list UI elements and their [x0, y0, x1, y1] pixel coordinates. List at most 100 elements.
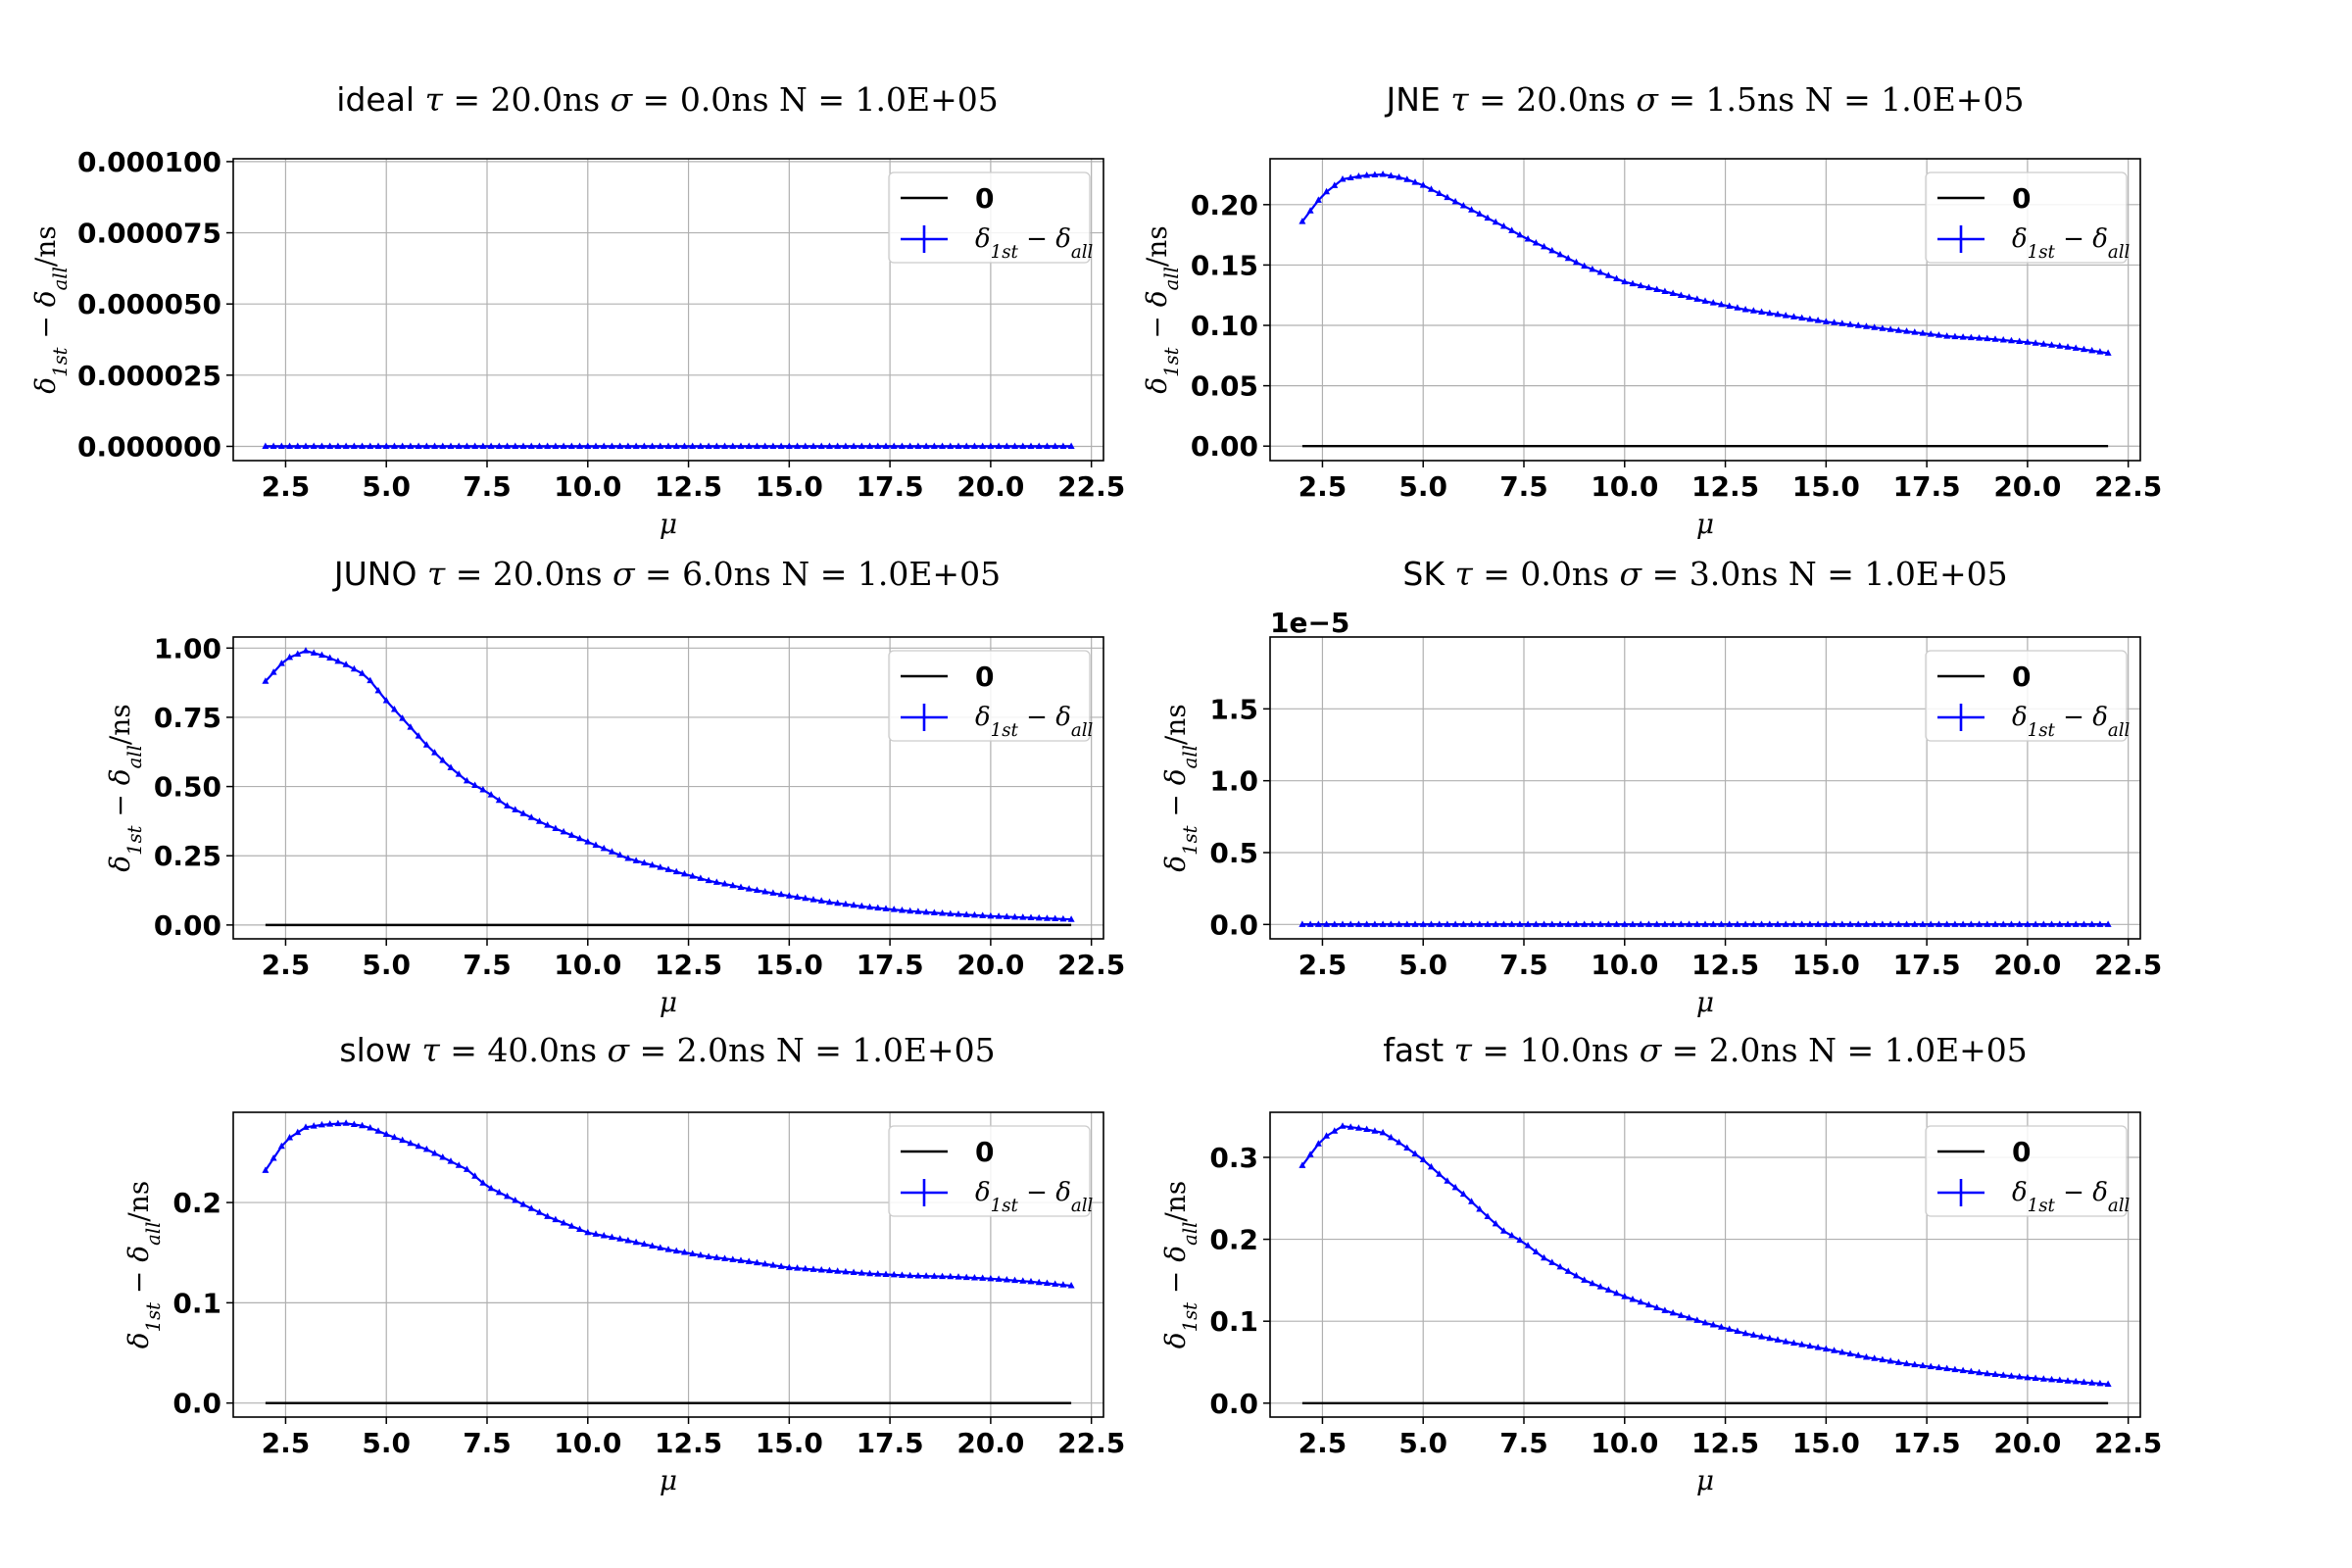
ylabel-unit-ns: ns [1159, 1181, 1192, 1212]
data-point-marker [270, 668, 277, 675]
data-point-marker [1444, 1177, 1451, 1184]
data-point-marker [350, 442, 358, 449]
data-point-marker [939, 442, 947, 449]
data-point-marker [1043, 1279, 1051, 1287]
subplot-sk: SK τ = 0.0ns σ = 3.0ns N = 1.0E+052.5 5.0… [1159, 555, 2162, 1018]
data-point-marker [2024, 1373, 2032, 1381]
data-point-marker [1862, 1352, 1870, 1360]
title-value: = 40.0 [440, 1031, 560, 1069]
legend-zero-label: 0 [2012, 1136, 2031, 1168]
data-point-marker [979, 442, 987, 449]
data-point-marker [898, 442, 906, 449]
title-n: N = 1.0E+05 [1788, 555, 2008, 593]
data-point-marker [1871, 1354, 1879, 1361]
data-point-marker [1709, 920, 1717, 927]
data-point-marker [608, 442, 615, 449]
data-point-marker [527, 442, 535, 449]
data-point-marker [1637, 920, 1644, 927]
data-point-marker [576, 1225, 584, 1232]
data-point-marker [2039, 340, 2047, 347]
data-point-marker [906, 906, 914, 914]
data-point-marker [1589, 1279, 1596, 1287]
data-point-marker [1943, 1364, 1951, 1372]
data-point-marker [576, 442, 584, 449]
title-unit: ns [1572, 555, 1620, 593]
x-axis-label: μ [660, 1464, 677, 1496]
data-point-marker [1581, 920, 1589, 927]
data-point-marker [697, 874, 705, 881]
legend-delta2: δ [1055, 224, 1071, 254]
ylabel-slash: / [29, 257, 62, 267]
data-point-marker [1484, 214, 1492, 221]
data-point-marker [1596, 1283, 1604, 1290]
ylabel-delta: δ [29, 377, 62, 394]
data-point-marker [1347, 920, 1354, 927]
y-tick-label: 0.15 [1191, 249, 1258, 281]
title-symbol: σ [611, 80, 634, 119]
y-tick-label: 0.25 [154, 840, 221, 872]
x-tick-label: 15.0 [756, 470, 823, 503]
y-tick-label: 1.00 [154, 632, 221, 664]
data-point-marker [1323, 920, 1331, 927]
data-point-marker [1581, 262, 1589, 270]
x-tick-label: 7.5 [1499, 949, 1548, 981]
x-tick-label: 17.5 [1893, 949, 1961, 981]
x-tick-label: 15.0 [1792, 1427, 1860, 1459]
data-point-marker [737, 1256, 745, 1263]
data-point-marker [2048, 341, 2056, 348]
data-point-marker [463, 1165, 470, 1172]
data-point-marker [2024, 920, 2032, 927]
data-point-marker [729, 1255, 737, 1262]
data-point-marker [1758, 308, 1766, 315]
data-point-marker [1967, 1367, 1975, 1375]
data-point-marker [1052, 1280, 1059, 1287]
data-point-marker [2048, 1375, 2056, 1383]
data-point-marker [1508, 1231, 1516, 1239]
data-point-marker [527, 813, 535, 820]
data-point-marker [584, 838, 592, 845]
data-point-marker [1653, 1303, 1661, 1310]
data-point-marker [1661, 1306, 1669, 1313]
x-tick-label: 20.0 [956, 949, 1024, 981]
data-point-marker [439, 757, 447, 763]
data-point-marker [624, 1236, 632, 1244]
ylabel-sub-all: all [123, 745, 146, 768]
data-point-marker [1363, 1125, 1371, 1133]
data-point-marker [1548, 246, 1556, 254]
y-axis-label: δ1st − δall/ns [1159, 1181, 1201, 1348]
legend-zero-label: 0 [2012, 182, 2031, 215]
y-axis-label: δ1st − δall/ns [29, 225, 72, 393]
subplot-title: JNE τ = 20.0ns σ = 1.5ns N = 1.0E+05 [1385, 80, 2025, 119]
data-point-marker [1451, 1183, 1459, 1191]
data-point-marker [737, 883, 745, 890]
legend-delta-label: δ1st − δall [975, 224, 1094, 263]
data-point-marker [1339, 174, 1347, 182]
data-point-marker [1451, 920, 1459, 927]
x-tick-label: 7.5 [463, 949, 512, 981]
data-point-marker [2048, 920, 2056, 927]
data-point-marker [1686, 1313, 1693, 1321]
data-point-marker [390, 442, 398, 449]
data-point-marker [262, 1166, 270, 1173]
x-tick-label: 20.0 [1993, 470, 2061, 503]
data-point-marker [1951, 1365, 1959, 1373]
data-point-marker [987, 442, 995, 449]
title-value: = 2.0 [1661, 1031, 1760, 1069]
data-point-marker [1686, 920, 1693, 927]
data-point-marker [1976, 920, 1984, 927]
data-point-marker [1637, 281, 1644, 289]
y-tick-label: 0.000025 [77, 360, 221, 392]
data-point-marker [1846, 320, 1854, 327]
x-tick-label: 2.5 [1298, 949, 1348, 981]
data-point-marker [616, 442, 624, 449]
data-point-marker [809, 1265, 817, 1272]
data-point-marker [705, 876, 712, 884]
data-point-marker [930, 442, 938, 449]
ylabel-sub-all: all [1179, 1222, 1201, 1246]
data-point-marker [1003, 1276, 1010, 1283]
data-point-marker [1717, 920, 1725, 927]
data-point-marker [1556, 250, 1564, 258]
data-point-marker [1027, 1277, 1035, 1285]
data-point-marker [479, 785, 487, 793]
ylabel-delta2: δ [104, 768, 136, 785]
